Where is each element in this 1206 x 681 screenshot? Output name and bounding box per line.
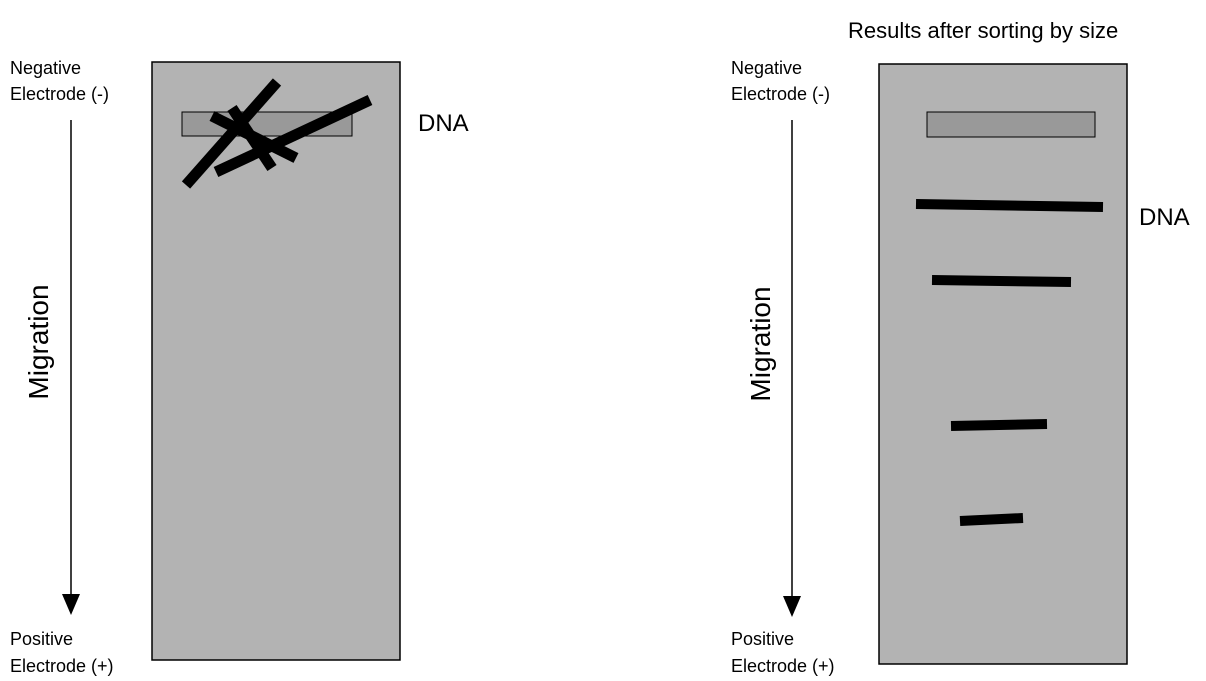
arrow-head — [783, 596, 801, 617]
dna-label-after: DNA — [1139, 204, 1190, 231]
dna-strand — [227, 104, 277, 172]
gel-after — [878, 63, 1128, 665]
negative-electrode-label-line1: Negative — [731, 58, 802, 78]
migration-label-after: Migration — [745, 286, 776, 401]
dna-label-before: DNA — [418, 110, 469, 137]
dna-band — [950, 419, 1048, 431]
migration-arrow-before — [62, 120, 80, 615]
loading-well-after — [926, 111, 1096, 138]
dna-strand — [181, 78, 282, 189]
negative-electrode-label-line1: Negative — [10, 58, 81, 78]
gel-slab-before — [151, 61, 401, 661]
positive-electrode-label-line1: Positive — [731, 629, 794, 649]
diagram-title: Results after sorting by size — [848, 18, 1118, 43]
dna-strand — [213, 95, 373, 177]
gel-before — [151, 61, 401, 661]
dna-band — [931, 275, 1072, 287]
arrow-head — [62, 594, 80, 615]
dna-band — [959, 513, 1024, 526]
dna-band — [915, 199, 1104, 212]
migration-label-before: Migration — [23, 284, 54, 399]
positive-electrode-label-line2: Electrode (+) — [731, 656, 835, 676]
negative-electrode-label-line2: Electrode (-) — [731, 84, 830, 104]
gel-slab-after — [878, 63, 1128, 665]
positive-electrode-label-line2: Electrode (+) — [10, 656, 114, 676]
negative-electrode-label-line2: Electrode (-) — [10, 84, 109, 104]
migration-arrow-after — [783, 120, 801, 617]
dna-tangle — [181, 78, 373, 189]
positive-electrode-label-line1: Positive — [10, 629, 73, 649]
dna-bands — [915, 199, 1104, 526]
